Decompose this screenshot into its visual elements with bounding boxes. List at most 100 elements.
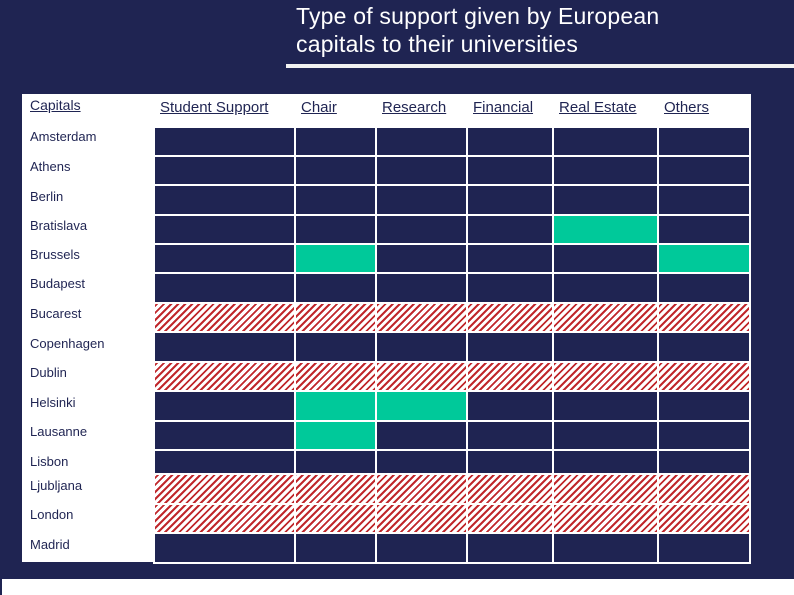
capital-label: Brussels (30, 247, 80, 262)
table-cell (153, 420, 296, 451)
table-cell (375, 449, 468, 475)
table-cell (466, 449, 554, 475)
table-cell (466, 302, 554, 333)
table-cell (153, 126, 296, 157)
table-cell (466, 155, 554, 186)
column-header: Student Support (160, 99, 269, 116)
column-header: Real Estate (559, 99, 637, 116)
table-cell (294, 449, 377, 475)
table-cell (466, 243, 554, 274)
header-cell (657, 94, 751, 128)
table-cell (466, 390, 554, 422)
table-cell (294, 532, 377, 564)
table-cell (294, 361, 377, 392)
table-cell (294, 243, 377, 274)
table-cell (375, 390, 468, 422)
column-header: Chair (301, 99, 337, 116)
table-cell (552, 361, 659, 392)
table-cell (657, 473, 751, 505)
capitals-panel (22, 94, 153, 562)
table-cell (466, 272, 554, 304)
capital-label: London (30, 507, 74, 522)
table-cell (375, 184, 468, 216)
capital-label: Lausanne (30, 424, 88, 439)
table-cell (552, 331, 659, 363)
table-cell (294, 331, 377, 363)
table-cell (552, 184, 659, 216)
table-cell (552, 503, 659, 534)
table-cell (153, 449, 296, 475)
capital-label: Athens (30, 159, 71, 174)
capital-label: Budapest (30, 276, 85, 291)
table-cell (153, 503, 296, 534)
table-cell (294, 214, 377, 245)
table-cell (294, 503, 377, 534)
table-cell (375, 473, 468, 505)
table-cell (552, 126, 659, 157)
table-cell (657, 361, 751, 392)
table-cell (552, 532, 659, 564)
capital-label: Lisbon (30, 454, 69, 469)
table-cell (552, 390, 659, 422)
table-cell (466, 126, 554, 157)
table-cell (375, 243, 468, 274)
table-cell (657, 302, 751, 333)
capital-label: Bucarest (30, 306, 82, 321)
column-header: Research (382, 99, 447, 116)
table-cell (153, 302, 296, 333)
table-cell (153, 155, 296, 186)
table-cell (153, 361, 296, 392)
table-cell (552, 302, 659, 333)
capital-label: Amsterdam (30, 129, 97, 144)
table-cell (657, 155, 751, 186)
table-cell (375, 503, 468, 534)
table-cell (153, 532, 296, 564)
table-cell (375, 420, 468, 451)
column-header: Others (664, 99, 710, 116)
table-cell (552, 473, 659, 505)
table-cell (466, 532, 554, 564)
table-cell (153, 331, 296, 363)
header-capitals: Capitals (30, 97, 81, 113)
capital-label: Helsinki (30, 395, 76, 410)
table-cell (657, 420, 751, 451)
capital-label: Madrid (30, 537, 70, 552)
table-cell (552, 243, 659, 274)
header-cell (153, 94, 296, 128)
table-cell (294, 390, 377, 422)
capital-label: Copenhagen (30, 336, 105, 351)
table-cell (375, 155, 468, 186)
table-cell (153, 390, 296, 422)
table-cell (153, 473, 296, 505)
table-cell (375, 532, 468, 564)
table-cell (153, 214, 296, 245)
table-cell (375, 361, 468, 392)
table-cell (375, 126, 468, 157)
table-cell (657, 184, 751, 216)
table-cell (294, 184, 377, 216)
table-cell (657, 503, 751, 534)
capital-label: Dublin (30, 365, 67, 380)
table-cell (657, 243, 751, 274)
table-cell (552, 420, 659, 451)
table-cell (294, 420, 377, 451)
table-cell (466, 420, 554, 451)
table-cell (552, 272, 659, 304)
capital-label: Berlin (30, 189, 64, 204)
table-cell (375, 302, 468, 333)
table-cell (153, 243, 296, 274)
capital-label: Ljubljana (30, 478, 83, 493)
table-cell (294, 155, 377, 186)
table-cell (375, 272, 468, 304)
column-header: Financial (473, 99, 534, 116)
table-cell (375, 214, 468, 245)
table-cell (153, 184, 296, 216)
title-underline (286, 64, 794, 68)
table-cell (294, 473, 377, 505)
table-cell (657, 331, 751, 363)
table-cell (466, 214, 554, 245)
table-cell (657, 532, 751, 564)
table-cell (552, 214, 659, 245)
table-cell (466, 361, 554, 392)
table-cell (657, 390, 751, 422)
